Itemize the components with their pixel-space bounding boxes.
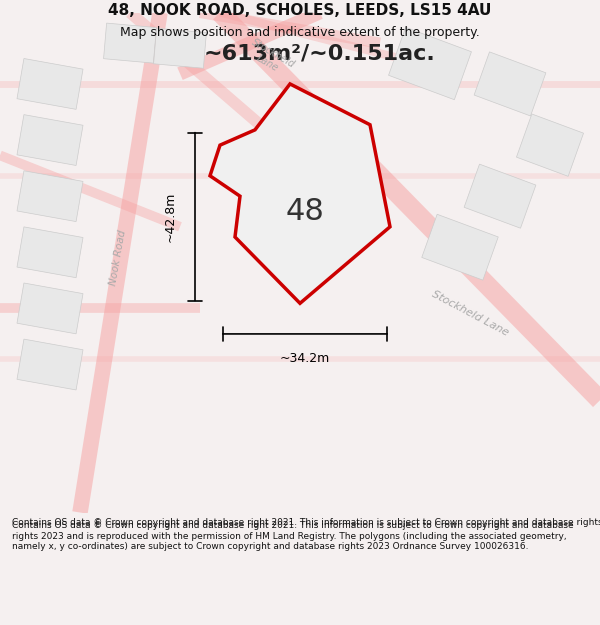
Bar [17, 114, 83, 166]
Bar [17, 59, 83, 109]
Text: Contains OS data © Crown copyright and database right 2021. This information is : Contains OS data © Crown copyright and d… [12, 518, 600, 527]
Text: Contains OS data © Crown copyright and database right 2021. This information is : Contains OS data © Crown copyright and d… [12, 521, 574, 551]
Bar [17, 283, 83, 334]
Bar [17, 339, 83, 390]
Text: Stockheld Lane: Stockheld Lane [430, 289, 510, 338]
Bar [517, 114, 584, 176]
Bar [474, 52, 546, 116]
Text: Map shows position and indicative extent of the property.: Map shows position and indicative extent… [120, 26, 480, 39]
Text: Stockheld
Lane: Stockheld Lane [244, 37, 296, 80]
Bar [389, 28, 472, 100]
Text: ~42.8m: ~42.8m [164, 191, 177, 242]
Text: 48: 48 [286, 197, 325, 226]
Text: Nook Road: Nook Road [108, 229, 128, 286]
Bar [17, 171, 83, 222]
Bar [154, 28, 206, 68]
Text: ~34.2m: ~34.2m [280, 352, 330, 365]
Bar [464, 164, 536, 228]
Bar [422, 214, 498, 280]
Polygon shape [210, 84, 390, 303]
Text: ~613m²/~0.151ac.: ~613m²/~0.151ac. [204, 43, 436, 63]
Text: 48, NOOK ROAD, SCHOLES, LEEDS, LS15 4AU: 48, NOOK ROAD, SCHOLES, LEEDS, LS15 4AU [109, 3, 491, 18]
Bar [104, 23, 157, 63]
Bar [17, 227, 83, 278]
